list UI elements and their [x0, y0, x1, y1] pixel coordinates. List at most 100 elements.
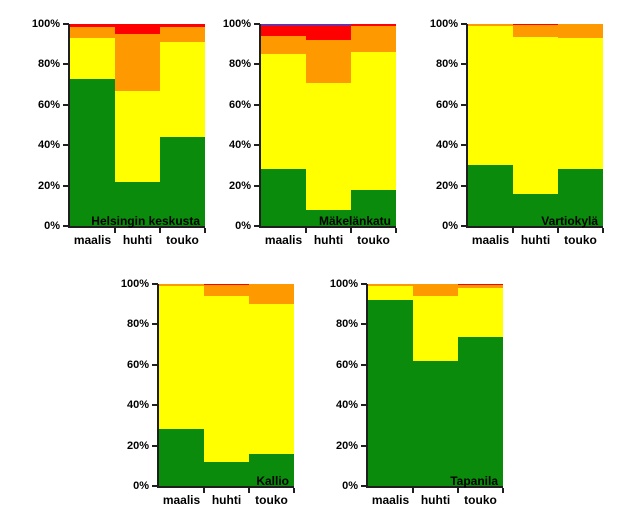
x-axis-tick-label: touko	[464, 493, 497, 507]
stacked-bar-touko	[249, 284, 294, 486]
x-axis-tick	[203, 488, 205, 493]
segment-orange	[204, 285, 249, 297]
y-axis-tick-label: 60%	[228, 98, 251, 111]
y-axis-tick-label: 100%	[222, 18, 251, 30]
segment-red	[70, 24, 115, 28]
segment-green	[249, 453, 294, 486]
x-axis-tick	[204, 228, 206, 233]
y-axis-tick	[461, 184, 467, 187]
x-axis-tick	[502, 488, 504, 493]
stacked-bar-touko	[458, 284, 503, 486]
y-axis-tick-label: 60%	[37, 98, 60, 111]
stacked-bar-huhti	[115, 24, 160, 226]
x-axis-tick	[512, 228, 514, 233]
segment-orange	[115, 34, 160, 91]
segment-yellow	[261, 54, 306, 170]
segment-red	[115, 24, 160, 35]
y-axis-tick	[461, 23, 467, 25]
segment-yellow	[468, 26, 513, 166]
stacked-bar-huhti	[204, 284, 249, 486]
stacked-bar-touko	[160, 24, 205, 226]
y-axis-tick-label: 0%	[342, 480, 358, 492]
x-axis-tick	[248, 488, 250, 493]
y-axis-tick	[361, 283, 367, 285]
y-axis-tick-label: 40%	[228, 139, 251, 152]
y-axis-tick-label: 40%	[335, 399, 358, 412]
plot-area: Vartiokylä	[466, 24, 603, 228]
segment-green	[368, 300, 413, 486]
chart-makelankatu: Mäkelänkatu 0% 20% 40% 60% 80% 100% maalis huht…	[217, 14, 401, 254]
y-axis-tick	[461, 63, 467, 66]
segment-orange	[261, 36, 306, 55]
segment-orange	[513, 25, 558, 38]
segment-green	[261, 169, 306, 226]
y-axis-tick	[254, 184, 260, 187]
x-axis-tick-label: huhti	[313, 233, 344, 247]
segment-purple	[261, 24, 306, 27]
chart-vartiokyla: Vartiokylä 0% 20% 40% 60% 80% 100% maalis huhti…	[424, 14, 608, 254]
y-axis-tick-label: 20%	[37, 179, 60, 192]
y-axis-tick	[361, 323, 367, 326]
segment-green	[413, 360, 458, 486]
y-axis-tick	[254, 225, 260, 227]
stacked-bar-huhti	[513, 24, 558, 226]
segment-orange	[160, 27, 205, 43]
stacked-bar-touko	[558, 24, 603, 226]
y-axis-tick-label: 40%	[435, 139, 458, 152]
chart-title: Tapanila	[450, 474, 498, 488]
y-axis-tick	[254, 144, 260, 147]
y-axis-tick	[152, 323, 158, 326]
y-axis-tick-label: 40%	[126, 399, 149, 412]
x-axis-tick	[602, 228, 604, 233]
y-axis-tick	[461, 144, 467, 147]
segment-red	[458, 284, 503, 286]
y-axis-tick-label: 100%	[429, 18, 458, 30]
plot-area: Mäkelänkatu	[259, 24, 396, 228]
segment-red	[204, 284, 249, 286]
x-axis-tick-label: huhti	[122, 233, 153, 247]
chart-tapanila: Tapanila 0% 20% 40% 60% 80% 100% maalis huhti to…	[324, 274, 508, 514]
x-axis-tick	[412, 488, 414, 493]
chart-title: Mäkelänkatu	[318, 214, 391, 228]
y-axis-tick	[254, 103, 260, 106]
y-axis-tick	[152, 485, 158, 487]
stacked-bar-maalis	[261, 24, 306, 226]
chart-kallio: Kallio 0% 20% 40% 60% 80% 100% maalis huhti touk…	[115, 274, 299, 514]
y-axis-tick-label: 0%	[133, 480, 149, 492]
chart-title: Kallio	[256, 474, 289, 488]
segment-green	[160, 137, 205, 226]
y-axis-tick-label: 100%	[31, 18, 60, 30]
y-axis-tick	[361, 363, 367, 366]
y-axis-tick-label: 80%	[335, 318, 358, 331]
y-axis-tick-label: 40%	[37, 139, 60, 152]
plot-area: Tapanila	[366, 284, 503, 488]
x-axis-tick-label: maalis	[371, 493, 410, 507]
segment-yellow	[413, 296, 458, 361]
segment-red	[261, 26, 306, 37]
segment-yellow	[368, 286, 413, 301]
y-axis-tick	[361, 404, 367, 407]
segment-yellow	[558, 38, 603, 170]
segment-yellow	[115, 90, 160, 182]
y-axis-tick	[361, 485, 367, 487]
segment-green	[513, 193, 558, 226]
segment-orange	[413, 284, 458, 297]
y-axis-tick	[63, 63, 69, 66]
x-axis-tick-label: touko	[166, 233, 199, 247]
segment-yellow	[249, 304, 294, 454]
y-axis-tick	[152, 283, 158, 285]
plot-area: Helsingin keskusta	[68, 24, 205, 228]
stacked-bar-huhti	[413, 284, 458, 486]
x-axis-tick-label: huhti	[420, 493, 451, 507]
y-axis-tick-label: 60%	[335, 358, 358, 371]
segment-yellow	[306, 82, 351, 210]
segment-orange	[351, 26, 396, 53]
segment-orange	[159, 284, 204, 287]
segment-yellow	[204, 296, 249, 462]
x-axis-tick	[350, 228, 352, 233]
x-axis-tick	[114, 228, 116, 233]
stacked-bar-maalis	[159, 284, 204, 486]
segment-green	[558, 169, 603, 226]
y-axis-tick-label: 0%	[442, 220, 458, 232]
